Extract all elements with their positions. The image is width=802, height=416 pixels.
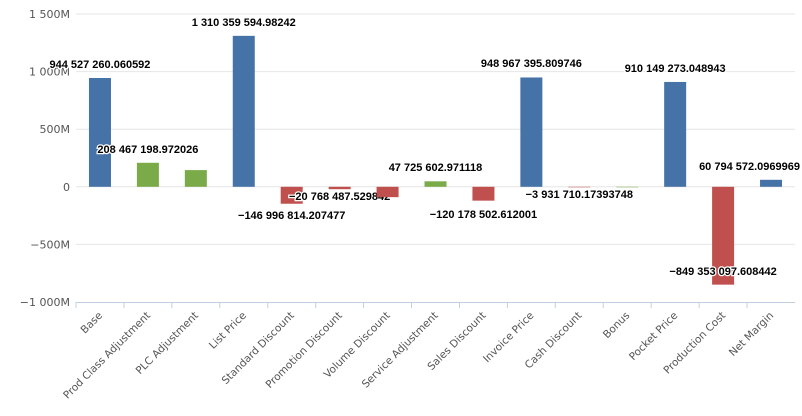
bar-standard-discount <box>280 186 303 204</box>
bar-service-adjustment <box>424 181 447 187</box>
bar-invoice-price <box>520 77 543 187</box>
bar-plc-adjustment <box>184 170 207 187</box>
data-label: 208 467 198.972026 <box>97 144 198 156</box>
data-label: −20 768 487.529842 <box>289 191 390 203</box>
data-label: −146 996 814.207477 <box>238 210 345 222</box>
x-tick-label: Bonus <box>601 310 632 341</box>
data-label: −3 931 710.17393748 <box>526 189 633 201</box>
bar-base <box>88 77 111 187</box>
y-tick-label: 1 500M <box>29 8 70 21</box>
x-tick-label: Base <box>79 310 106 337</box>
bar-pocket-price <box>664 81 687 187</box>
y-tick-label: −500M <box>30 238 70 251</box>
y-tick-label: 1 000M <box>29 66 70 79</box>
x-tick-label: Net Margin <box>727 310 776 359</box>
bar-net-margin <box>760 179 783 187</box>
bar-prod-class-adjustment <box>136 162 159 187</box>
y-tick-label: −1 000M <box>20 296 70 309</box>
data-label: 944 527 260.060592 <box>49 59 150 71</box>
bar-promotion-discount <box>328 186 351 190</box>
data-label: 1 310 359 594.98242 <box>192 17 296 29</box>
x-tick-label: List Price <box>207 310 249 352</box>
bar-volume-discount <box>376 186 399 198</box>
bar-bonus <box>616 186 639 188</box>
bar-production-cost <box>712 186 735 285</box>
data-label: −120 178 502.612001 <box>430 209 537 221</box>
data-label: 948 967 395.809746 <box>481 58 582 70</box>
bar-cash-discount <box>568 186 591 188</box>
x-tick-label: Pocket Price <box>627 310 680 363</box>
data-label: 47 725 602.971118 <box>389 162 483 174</box>
data-label: 60 794 572.0969969 <box>699 161 800 173</box>
bar-list-price <box>232 35 255 187</box>
x-tick-label: Prod Class Adjustment <box>61 310 153 402</box>
y-tick-label: 500M <box>40 123 71 136</box>
y-tick-label: 0 <box>63 181 70 194</box>
data-label: −849 353 097.608442 <box>669 266 776 278</box>
data-label: 910 149 273.048943 <box>625 63 726 75</box>
bar-sales-discount <box>472 186 495 201</box>
